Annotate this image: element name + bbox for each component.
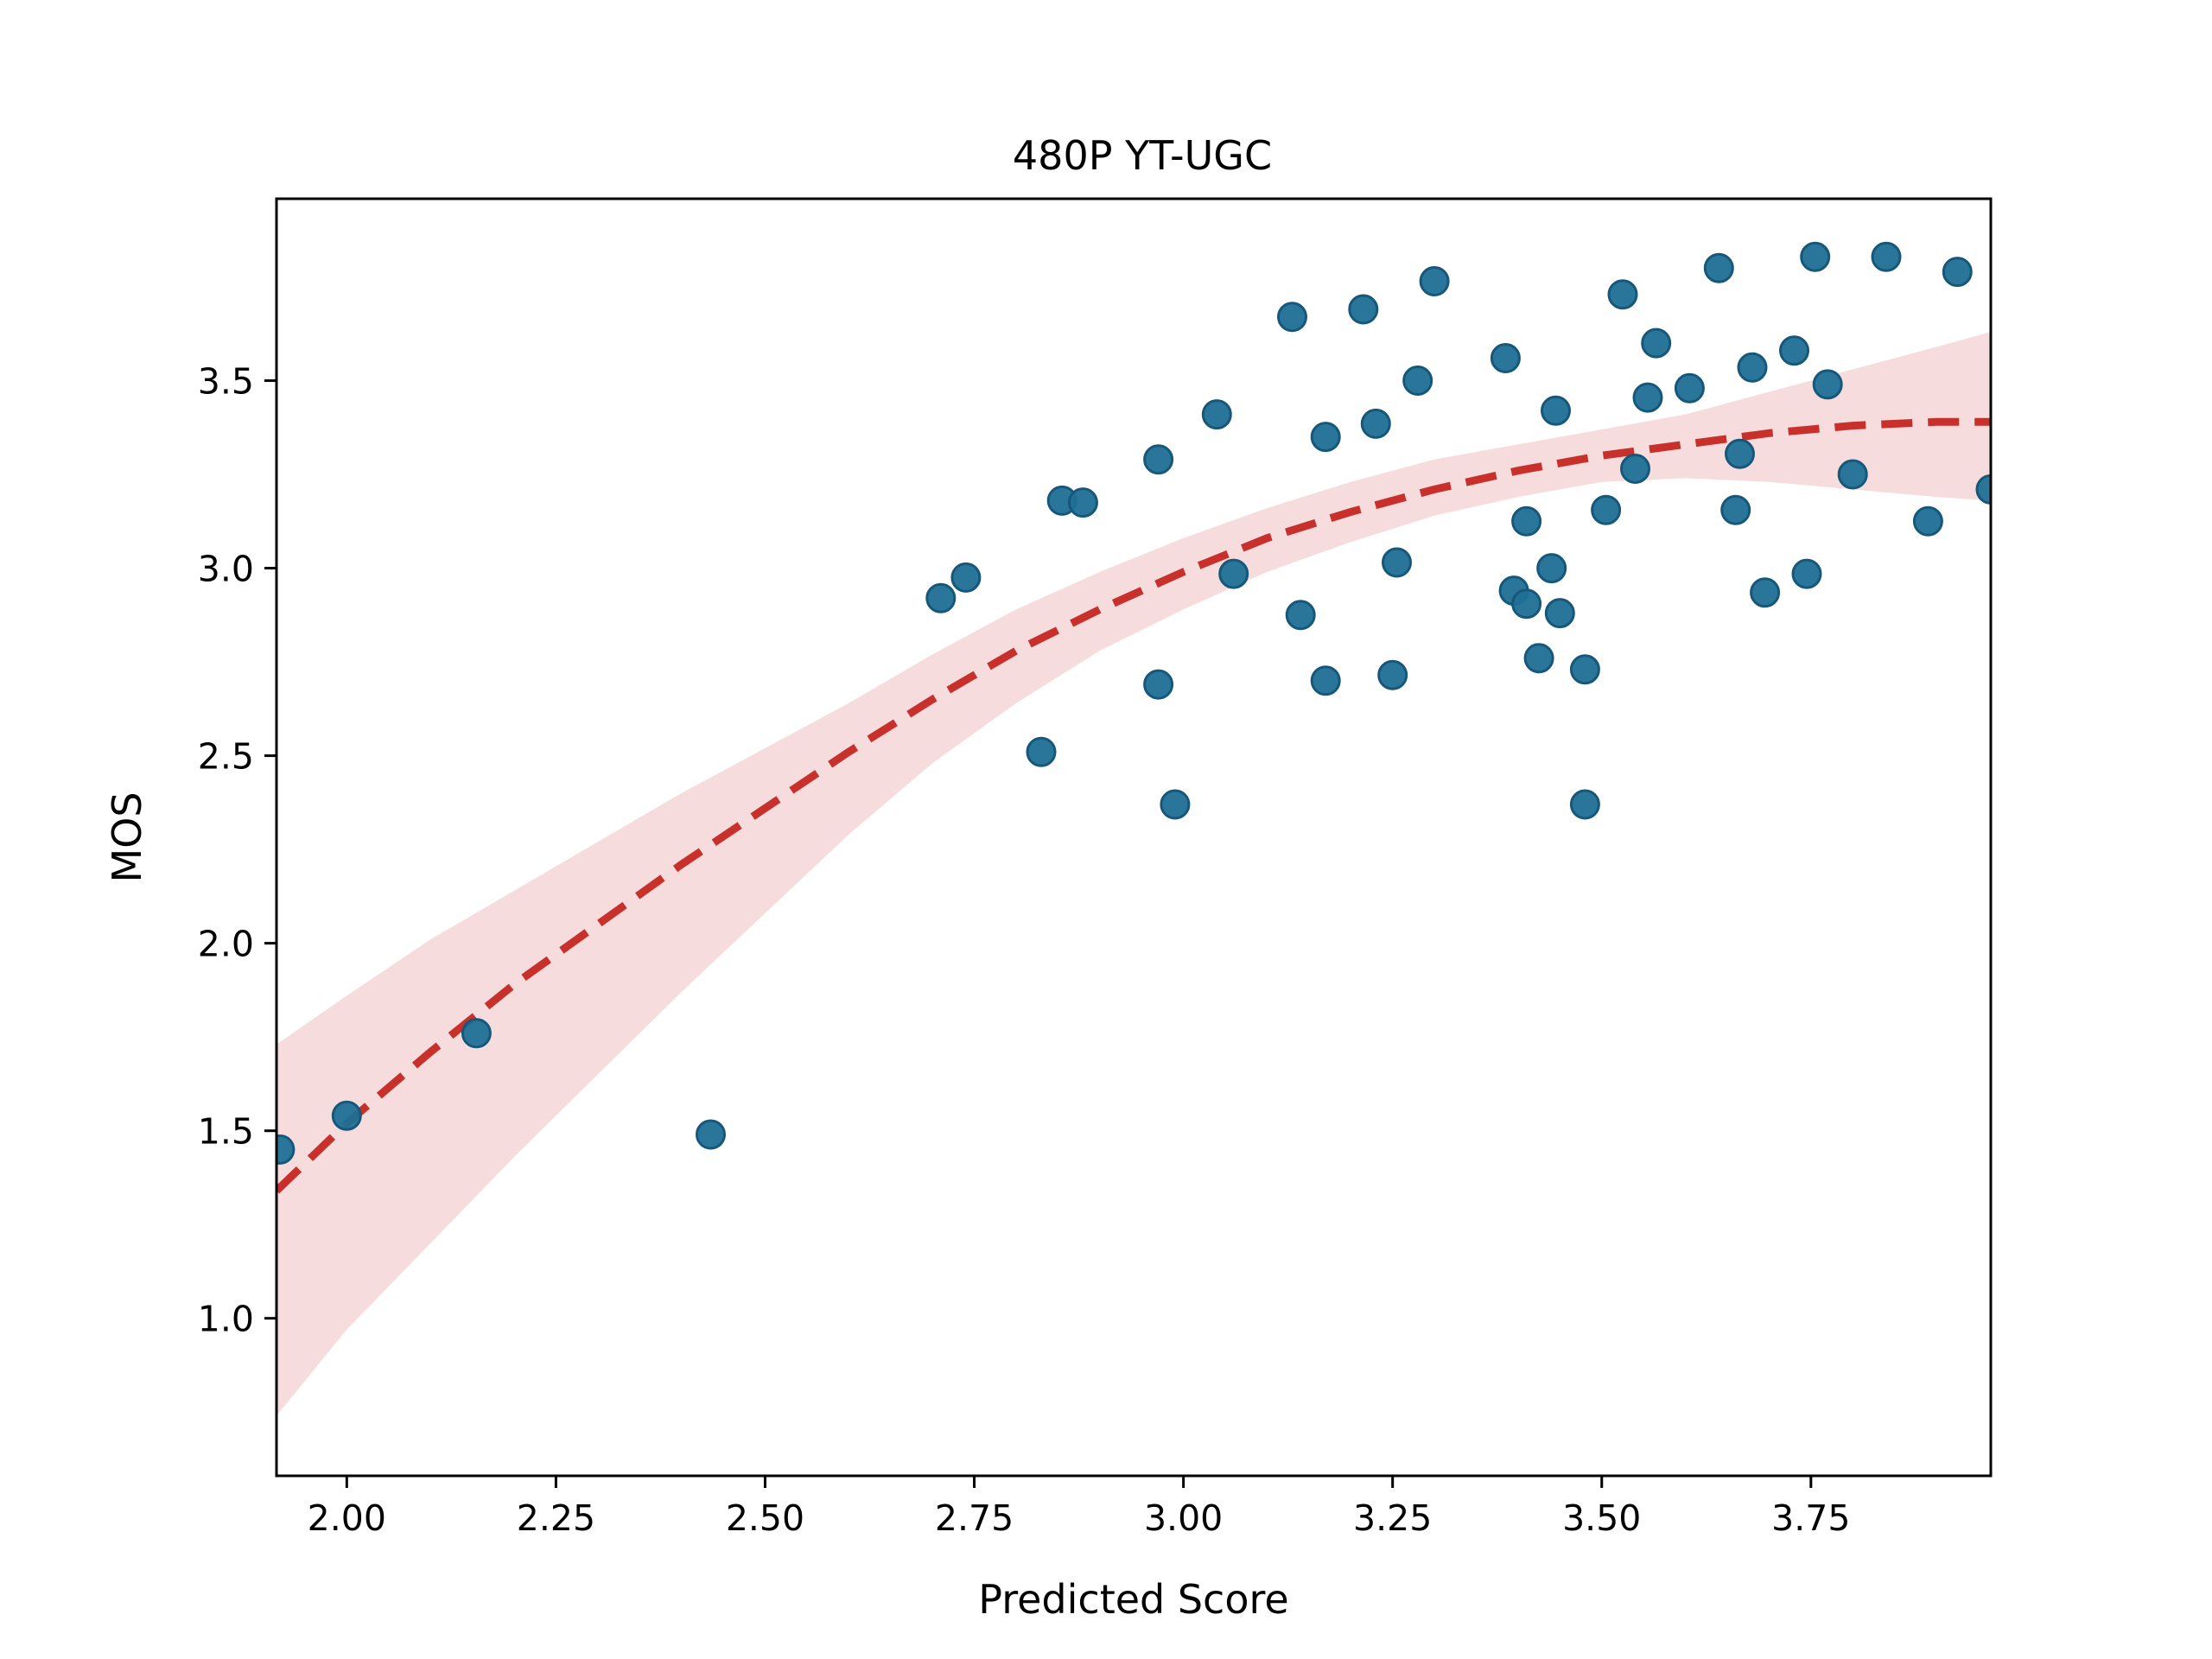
y-tick-label: 2.0 (198, 924, 254, 965)
scatter-point (1285, 600, 1316, 631)
confidence-band (276, 332, 1991, 1416)
scatter-point (1591, 494, 1622, 525)
scatter-point (1218, 558, 1249, 589)
scatter-point (1523, 643, 1554, 674)
scatter-point (1419, 266, 1450, 296)
scatter-point (276, 1134, 296, 1165)
x-tick-label: 2.50 (726, 1497, 804, 1539)
scatter-point (1750, 577, 1781, 608)
scatter-point (1779, 335, 1809, 366)
scatter-point (1143, 444, 1174, 475)
scatter-point (1348, 294, 1379, 325)
x-tick-label: 3.75 (1771, 1497, 1850, 1539)
scatter-point (1201, 399, 1232, 430)
plot-area (276, 241, 1991, 1416)
fit-line (276, 417, 1991, 1194)
scatter-point (1541, 395, 1571, 426)
scatter-point (950, 562, 982, 593)
y-axis: 1.0 1.5 2.0 2.5 3.0 3.5 (198, 361, 276, 1340)
scatter-point (1912, 505, 1943, 537)
scatter-point (331, 1100, 362, 1131)
scatter-point (925, 582, 957, 613)
scatter-point (1360, 408, 1391, 439)
scatter-point (1720, 494, 1751, 525)
scatter-point (1703, 252, 1734, 283)
scatter-point (1641, 327, 1672, 359)
scatter-point (1382, 547, 1412, 578)
scatter-point (1544, 598, 1575, 629)
y-tick-label: 3.0 (198, 549, 254, 590)
scatter-point (1569, 789, 1600, 820)
scatter-point (1791, 558, 1822, 589)
scatter-point (1737, 352, 1768, 383)
x-tick-label: 3.50 (1562, 1497, 1641, 1539)
scatter-point (461, 1018, 492, 1049)
scatter-point (1067, 487, 1098, 518)
scatter-point (1511, 588, 1542, 620)
scatter-point (1026, 736, 1057, 767)
x-axis: 2.00 2.25 2.50 2.75 3.00 3.25 3.50 3.75 (308, 1476, 1850, 1539)
scatter-point (696, 1119, 726, 1150)
scatter-point (1490, 343, 1521, 373)
scatter-point (1402, 365, 1433, 396)
x-tick-label: 2.00 (308, 1497, 386, 1539)
scatter-point (1511, 505, 1542, 537)
scatter-point (1160, 789, 1191, 820)
y-tick-label: 3.5 (198, 361, 254, 403)
x-tick-label: 2.25 (517, 1497, 595, 1539)
scatter-point (1620, 454, 1650, 484)
x-tick-label: 3.00 (1144, 1497, 1223, 1539)
x-tick-label: 2.75 (935, 1497, 1014, 1539)
scatter-point (1812, 369, 1843, 400)
y-tick-label: 2.5 (198, 736, 254, 778)
scatter-point (1725, 438, 1755, 469)
scatter-point (1800, 241, 1831, 272)
scatter-point (1607, 279, 1638, 310)
scatter-point (1942, 257, 1973, 288)
scatter-point (1277, 302, 1307, 333)
x-tick-label: 3.25 (1353, 1497, 1432, 1539)
scatter-point (1310, 665, 1341, 696)
axes-frame (275, 197, 1993, 1478)
y-axis-label: MOS (104, 791, 150, 882)
scatter-point (1632, 382, 1663, 413)
scatter-point (1377, 659, 1408, 690)
scatter-point (1143, 669, 1174, 700)
y-tick-label: 1.5 (198, 1111, 254, 1153)
scatter-point (1975, 474, 1991, 505)
y-tick-label: 1.0 (198, 1299, 254, 1340)
scatter-point (1569, 654, 1600, 685)
scatter-point (1871, 241, 1902, 272)
chart-title: 480P YT-UGC (1013, 132, 1272, 179)
scatter-point (1837, 459, 1868, 490)
plot-content (276, 241, 1991, 1416)
scatter-point (1536, 553, 1567, 584)
x-axis-label: Predicted Score (978, 1576, 1288, 1623)
scatter-point (1674, 372, 1705, 404)
scatter-point (1310, 422, 1341, 453)
